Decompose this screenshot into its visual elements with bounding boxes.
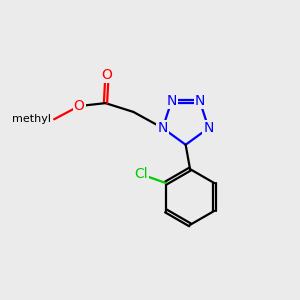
Text: N: N xyxy=(158,121,168,135)
Text: methyl: methyl xyxy=(12,114,51,124)
Text: N: N xyxy=(166,94,177,108)
Text: O: O xyxy=(74,99,85,113)
Text: N: N xyxy=(203,121,214,135)
Text: O: O xyxy=(101,68,112,82)
Text: Cl: Cl xyxy=(134,167,148,181)
Text: N: N xyxy=(195,94,205,108)
